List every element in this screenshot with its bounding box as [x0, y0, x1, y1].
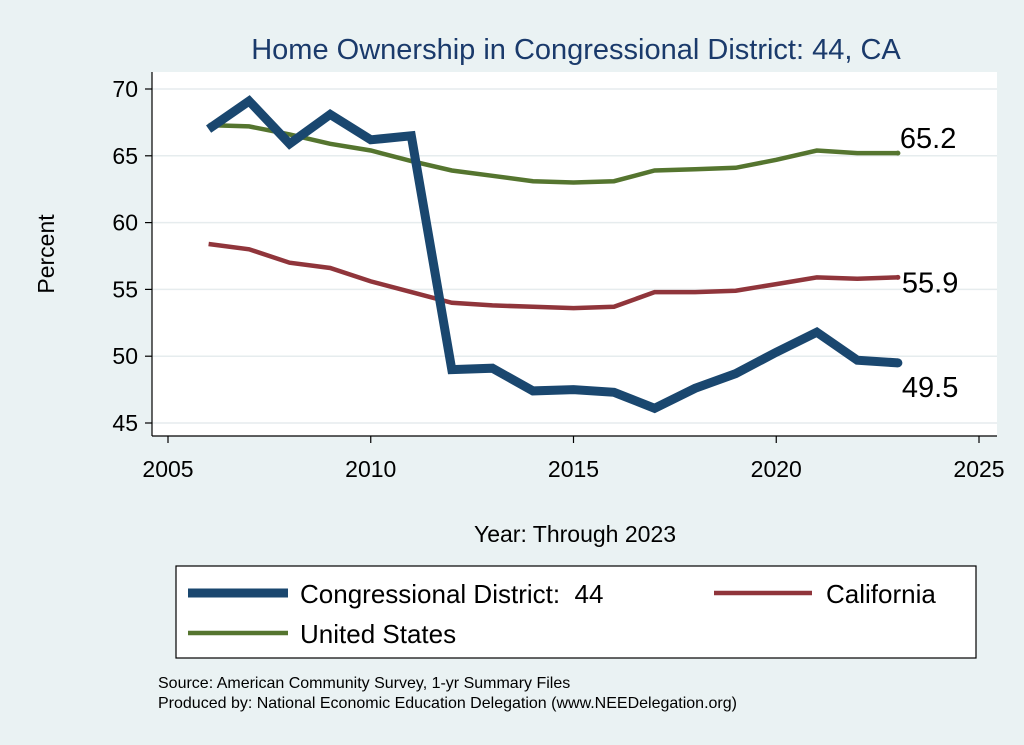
legend-label-congressional-district: Congressional District: 44 [300, 579, 603, 609]
end-point-congressional-district [893, 358, 903, 368]
series-lines [206, 95, 899, 414]
end-labels: 49.5 55.9 65.2 [893, 123, 958, 404]
end-point-california [895, 274, 901, 280]
y-axis-label: Percent [33, 214, 59, 294]
x-tick-label-2020: 2020 [751, 456, 802, 482]
series-line-united-states [208, 122, 898, 185]
x-tick-label-2010: 2010 [345, 456, 396, 482]
legend-label-united-states: United States [300, 619, 456, 649]
produced-by-line: Produced by: National Economic Education… [158, 695, 737, 712]
series-line-congressional-district [206, 95, 899, 414]
x-axis-ticks: 2005 2010 2015 2020 2025 [142, 436, 1005, 482]
x-tick-label-2015: 2015 [548, 456, 599, 482]
gridlines [152, 88, 997, 424]
series-line-california [208, 241, 898, 311]
legend-item-california: California [714, 579, 936, 609]
plot-area [152, 72, 997, 436]
legend-item-congressional-district: Congressional District: 44 [188, 579, 603, 609]
end-label-united-states: 65.2 [900, 123, 956, 155]
x-tick-label-2025: 2025 [953, 456, 1004, 482]
x-axis-label: Year: Through 2023 [474, 521, 676, 547]
end-label-california: 55.9 [902, 267, 958, 299]
legend-label-california: California [826, 579, 936, 609]
y-tick-label-45: 45 [112, 410, 138, 436]
legend-item-united-states: United States [188, 619, 456, 649]
end-label-congressional-district: 49.5 [902, 372, 958, 404]
y-tick-label-65: 65 [112, 143, 138, 169]
chart-title: Home Ownership in Congressional District… [251, 34, 901, 66]
source-line: Source: American Community Survey, 1-yr … [158, 675, 570, 692]
end-point-united-states [895, 150, 901, 156]
y-axis-ticks: 45 50 55 60 65 70 [112, 76, 152, 436]
x-tick-label-2005: 2005 [142, 456, 193, 482]
y-tick-label-60: 60 [112, 210, 138, 236]
y-tick-label-50: 50 [112, 343, 138, 369]
y-tick-label-55: 55 [112, 276, 138, 302]
legend-box [175, 565, 977, 659]
y-tick-label-70: 70 [112, 76, 138, 102]
